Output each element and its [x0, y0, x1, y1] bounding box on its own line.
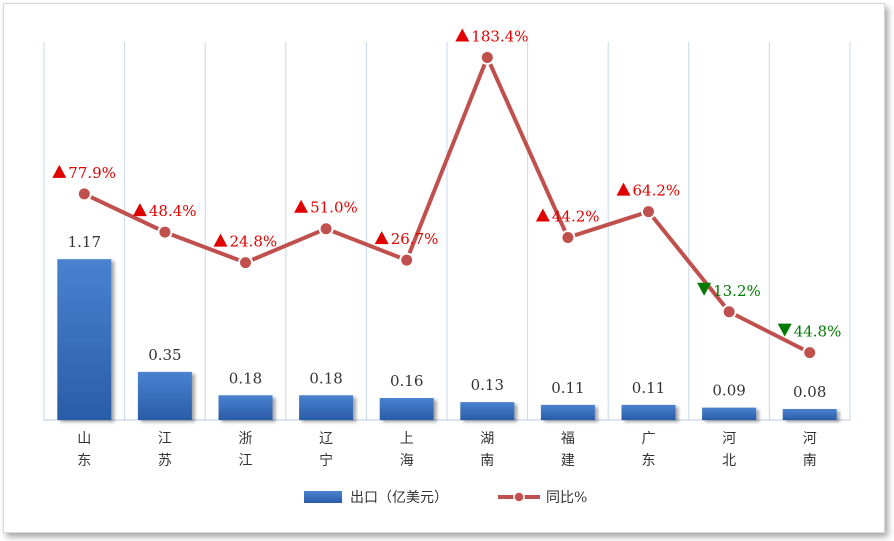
bar-label-8: 0.09: [712, 382, 745, 400]
bar-2: [218, 395, 273, 420]
category-label-5-1: 南: [480, 453, 494, 469]
category-label-4-1: 海: [400, 453, 414, 469]
bar-label-4: 0.16: [390, 372, 423, 390]
bar-7: [621, 404, 676, 420]
category-label-5-0: 湖: [480, 431, 494, 447]
category-label-3-1: 宁: [319, 452, 333, 469]
legend-bar-label: 出口（亿美元）: [350, 490, 448, 506]
legend: 出口（亿美元） 同比%: [304, 490, 587, 506]
legend-bar-swatch: [304, 491, 342, 503]
bar-6: [540, 404, 595, 420]
yoy-line: [83, 55, 811, 355]
data-labels: 1.17 0.35 0.18 0.18 0.16 0.13 0.11 0.11 0.09 0.08…: [52, 27, 841, 401]
category-label-9-1: 南: [803, 453, 817, 469]
yoy-arrow-up-icon-6: [535, 208, 550, 222]
bar-series: [57, 259, 837, 420]
yoy-label-5: 183.4%: [471, 27, 528, 45]
yoy-point-6: [560, 230, 576, 246]
yoy-label-6: 44.2%: [552, 208, 600, 226]
category-label-4-0: 上: [400, 431, 414, 447]
category-label-0-0: 山: [77, 431, 91, 447]
bar-0: [57, 259, 112, 420]
yoy-arrow-down-icon-8: [697, 282, 712, 296]
yoy-label-9: 44.8%: [794, 323, 842, 341]
category-label-8-0: 河: [722, 431, 736, 447]
yoy-label-1: 48.4%: [149, 202, 197, 220]
bar-label-7: 0.11: [632, 379, 665, 397]
bar-4: [379, 398, 434, 420]
category-label-7-1: 东: [642, 453, 656, 469]
bar-9: [782, 409, 837, 420]
chart-frame: [3, 3, 885, 533]
legend-line-label: 同比%: [546, 490, 587, 506]
category-label-0-1: 东: [77, 453, 91, 469]
category-label-1-1: 苏: [158, 453, 172, 469]
bar-label-2: 0.18: [229, 369, 262, 387]
yoy-arrow-up-icon-1: [132, 203, 147, 217]
yoy-label-4: 26.7%: [391, 230, 439, 248]
category-label-9-0: 河: [803, 431, 817, 447]
yoy-label-8: 13.2%: [713, 282, 761, 300]
bar-8: [702, 407, 757, 420]
yoy-point-1: [157, 224, 173, 240]
yoy-label-3: 51.0%: [310, 199, 358, 217]
yoy-arrow-up-icon-0: [52, 164, 67, 178]
yoy-point-0: [76, 186, 92, 202]
bar-label-3: 0.18: [309, 369, 342, 387]
category-label-1-0: 江: [158, 431, 172, 447]
category-label-3-0: 辽: [319, 431, 333, 447]
category-label-7-0: 广: [642, 431, 656, 447]
yoy-label-0: 77.9%: [68, 164, 116, 182]
category-label-6-0: 福: [561, 431, 575, 447]
yoy-label-7: 64.2%: [633, 182, 681, 200]
bar-5: [460, 402, 515, 420]
category-label-2-0: 浙: [239, 431, 253, 447]
yoy-point-8: [721, 304, 737, 320]
yoy-arrow-up-icon-7: [616, 182, 631, 196]
legend-line-marker: [513, 491, 525, 503]
category-label-8-1: 北: [722, 453, 736, 469]
bar-3: [299, 395, 354, 420]
bar-label-0: 1.17: [68, 233, 101, 251]
yoy-arrow-up-icon-4: [374, 231, 389, 245]
yoy-point-3: [318, 221, 334, 237]
yoy-point-9: [802, 345, 818, 361]
yoy-label-2: 24.8%: [230, 233, 278, 251]
yoy-point-5: [479, 49, 495, 65]
bar-label-9: 0.08: [793, 383, 826, 401]
bar-label-1: 0.35: [148, 346, 181, 364]
bar-label-6: 0.11: [551, 379, 584, 397]
yoy-arrow-up-icon-5: [455, 28, 470, 42]
yoy-arrow-up-icon-3: [294, 199, 309, 213]
bar-1: [137, 371, 192, 420]
yoy-point-4: [399, 252, 415, 268]
yoy-arrow-up-icon-2: [213, 233, 228, 247]
category-label-2-1: 江: [239, 453, 253, 469]
yoy-point-2: [238, 255, 253, 271]
yoy-arrow-down-icon-9: [777, 323, 792, 337]
category-label-6-1: 建: [561, 453, 575, 469]
line-series: [76, 49, 818, 361]
yoy-point-7: [641, 204, 656, 220]
grid-lines: [43, 42, 851, 420]
bar-label-5: 0.13: [471, 376, 504, 394]
